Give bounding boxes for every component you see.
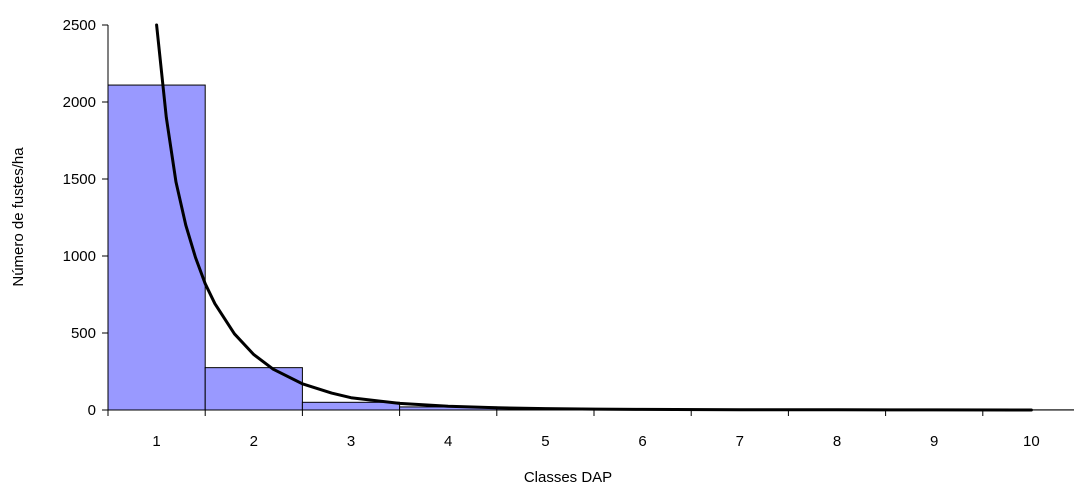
x-tick-label-1: 1 xyxy=(152,433,160,450)
y-tick-label-2500: 2500 xyxy=(63,17,96,34)
x-tick-label-10: 10 xyxy=(1023,433,1040,450)
x-tick-labels: 1 2 3 4 5 6 7 8 9 10 xyxy=(152,433,1039,450)
y-tick-label-2000: 2000 xyxy=(63,94,96,111)
bars xyxy=(108,85,1074,410)
x-tick-label-7: 7 xyxy=(736,433,744,450)
bar-2 xyxy=(205,368,302,410)
x-tick-label-2: 2 xyxy=(250,433,258,450)
axes xyxy=(102,25,1074,416)
y-tick-label-1000: 1000 xyxy=(63,248,96,265)
y-tick-label-1500: 1500 xyxy=(63,171,96,188)
trend-curve-layer xyxy=(157,25,1032,410)
y-axis-label: Número de fustes/ha xyxy=(10,147,27,287)
x-tick-label-8: 8 xyxy=(833,433,841,450)
trend-curve xyxy=(157,25,1032,410)
x-tick-label-4: 4 xyxy=(444,433,452,450)
y-tick-label-500: 500 xyxy=(71,325,96,342)
x-tick-label-9: 9 xyxy=(930,433,938,450)
bar-3 xyxy=(302,402,399,410)
x-axis-label: Classes DAP xyxy=(524,469,612,486)
x-tick-label-3: 3 xyxy=(347,433,355,450)
y-tick-labels: 0 500 1000 1500 2000 2500 xyxy=(63,17,96,419)
y-tick-label-0: 0 xyxy=(88,402,96,419)
x-tick-label-6: 6 xyxy=(638,433,646,450)
x-tick-label-5: 5 xyxy=(541,433,549,450)
bar-1 xyxy=(108,85,205,410)
